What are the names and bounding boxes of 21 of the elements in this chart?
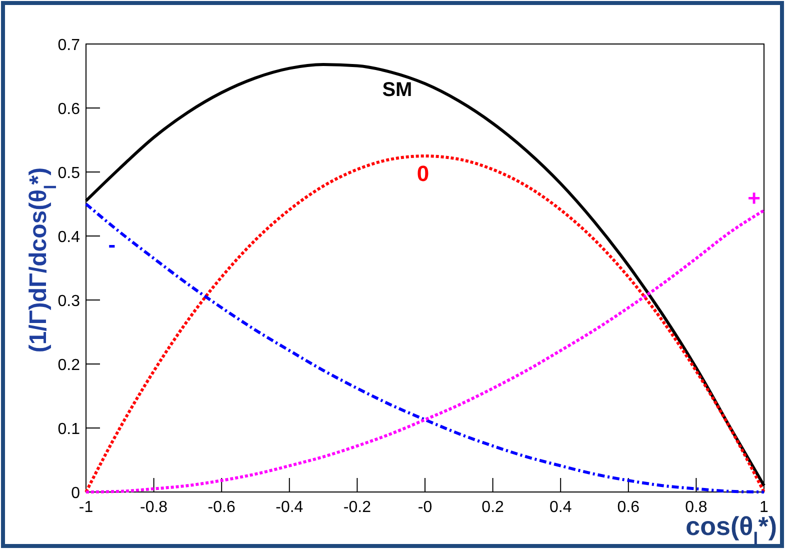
x-tick-label: 0.4	[549, 499, 572, 516]
y-tick-label: 0.7	[58, 37, 80, 54]
series-label: 0	[416, 161, 430, 186]
y-tick-label: 0	[71, 485, 80, 502]
y-tick-label: 0.6	[58, 101, 80, 118]
series-label: +	[748, 185, 760, 210]
y-tick-label: 0.2	[58, 357, 80, 374]
series-label: SM	[382, 78, 412, 101]
x-tick-label: -0.8	[140, 499, 168, 516]
x-tick-label: 0.2	[482, 499, 504, 516]
x-tick-label: -0	[418, 499, 432, 516]
x-tick-label: -0.6	[208, 499, 236, 516]
y-tick-label: 0.3	[58, 293, 80, 310]
x-tick-label: -1	[78, 499, 94, 516]
y-tick-label: 0.1	[58, 421, 80, 438]
x-tick-label: 0.6	[617, 499, 640, 516]
x-tick-label: -0.2	[343, 499, 372, 516]
y-tick-label: 0.4	[58, 229, 80, 246]
x-tick-label: -0.4	[276, 499, 304, 516]
y-tick-label: 0.5	[58, 165, 80, 182]
series-label: -	[108, 232, 116, 258]
